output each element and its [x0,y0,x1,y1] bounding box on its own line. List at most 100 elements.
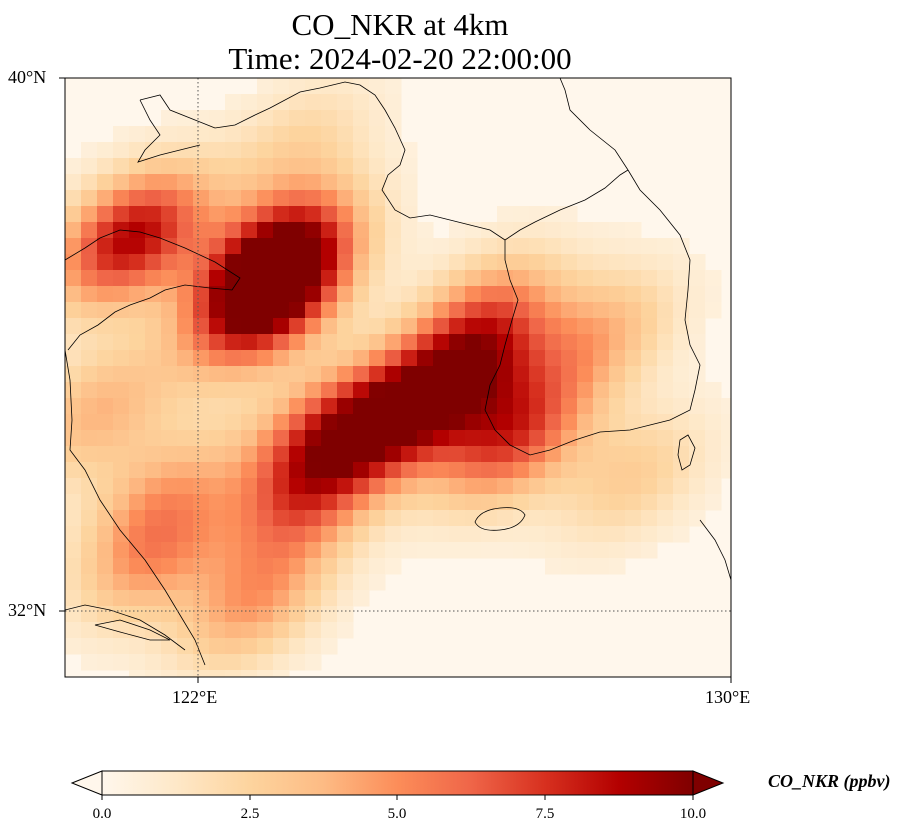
field-cell [513,254,530,271]
field-cell [257,222,274,239]
field-cell [241,558,258,575]
field-cell [673,478,690,495]
field-cell [625,446,642,463]
field-cell [417,446,434,463]
field-cell [305,94,322,111]
field-cell [529,366,546,383]
field-cell [241,398,258,415]
field-cell [449,286,466,303]
field-cell [513,334,530,351]
field-cell [465,238,482,255]
colorbar-ticks [101,795,694,800]
field-cell [81,174,98,191]
field-cell [561,302,578,319]
field-cell [641,494,658,511]
field-cell [225,94,242,111]
field-cell [209,622,226,639]
field-cell [177,526,194,543]
field-cell [689,286,706,303]
field-cell [177,126,194,143]
field-cell [177,510,194,527]
field-cell [257,126,274,143]
field-cell [689,318,706,335]
field-cell [161,318,178,335]
field-cell [641,350,658,367]
field-cell [449,318,466,335]
field-cell [305,510,322,527]
field-cell [65,542,82,559]
field-cell [593,222,610,239]
field-cell [481,494,498,511]
field-cell [417,494,434,511]
field-cell [449,462,466,479]
field-cell [465,494,482,511]
field-cell [193,254,210,271]
field-cell [545,526,562,543]
field-cell [385,478,402,495]
field-cell [417,254,434,271]
field-cell [113,238,130,255]
field-cell [689,478,706,495]
field-cell [257,510,274,527]
field-cell [369,414,386,431]
field-cell [113,430,130,447]
field-cell [161,638,178,655]
field-cell [401,206,418,223]
field-cell [417,222,434,239]
field-cell [369,478,386,495]
field-cell [449,334,466,351]
field-cell [545,302,562,319]
field-cell [609,350,626,367]
field-cell [497,366,514,383]
field-cell [257,334,274,351]
field-cell [641,382,658,399]
field-cell [81,318,98,335]
field-cell [145,510,162,527]
field-cell [177,142,194,159]
field-cell [449,430,466,447]
coastlines [65,78,731,666]
field-cell [369,206,386,223]
field-cell [81,334,98,351]
field-cell [657,318,674,335]
colorbar-tick-label: 0.0 [92,806,112,822]
field-cell [273,430,290,447]
field-cell [129,302,146,319]
field-cell [113,606,130,623]
field-cell [465,446,482,463]
field-cell [241,510,258,527]
field-cell [689,334,706,351]
field-cell [273,334,290,351]
field-cell [401,462,418,479]
field-cell [625,238,642,255]
field-cell [129,190,146,207]
colorbar-tick-label: 2.5 [240,806,260,822]
field-cell [353,158,370,175]
field-cell [337,606,354,623]
field-cell [241,254,258,271]
field-cell [97,574,114,591]
field-cell [321,366,338,383]
field-cell [337,382,354,399]
field-cell [241,446,258,463]
field-cell [193,206,210,223]
field-cell [385,190,402,207]
field-cell [257,302,274,319]
field-cell [129,558,146,575]
field-cell [113,462,130,479]
field-cell [705,302,722,319]
field-cell [561,350,578,367]
field-cell [513,366,530,383]
field-cell [657,430,674,447]
field-cell [369,78,386,95]
field-cell [145,126,162,143]
field-cell [257,270,274,287]
field-cell [577,366,594,383]
field-cell [353,398,370,415]
field-cell [641,254,658,271]
field-cell [705,398,722,415]
field-cell [577,398,594,415]
field-cell [257,350,274,367]
field-cell [433,430,450,447]
